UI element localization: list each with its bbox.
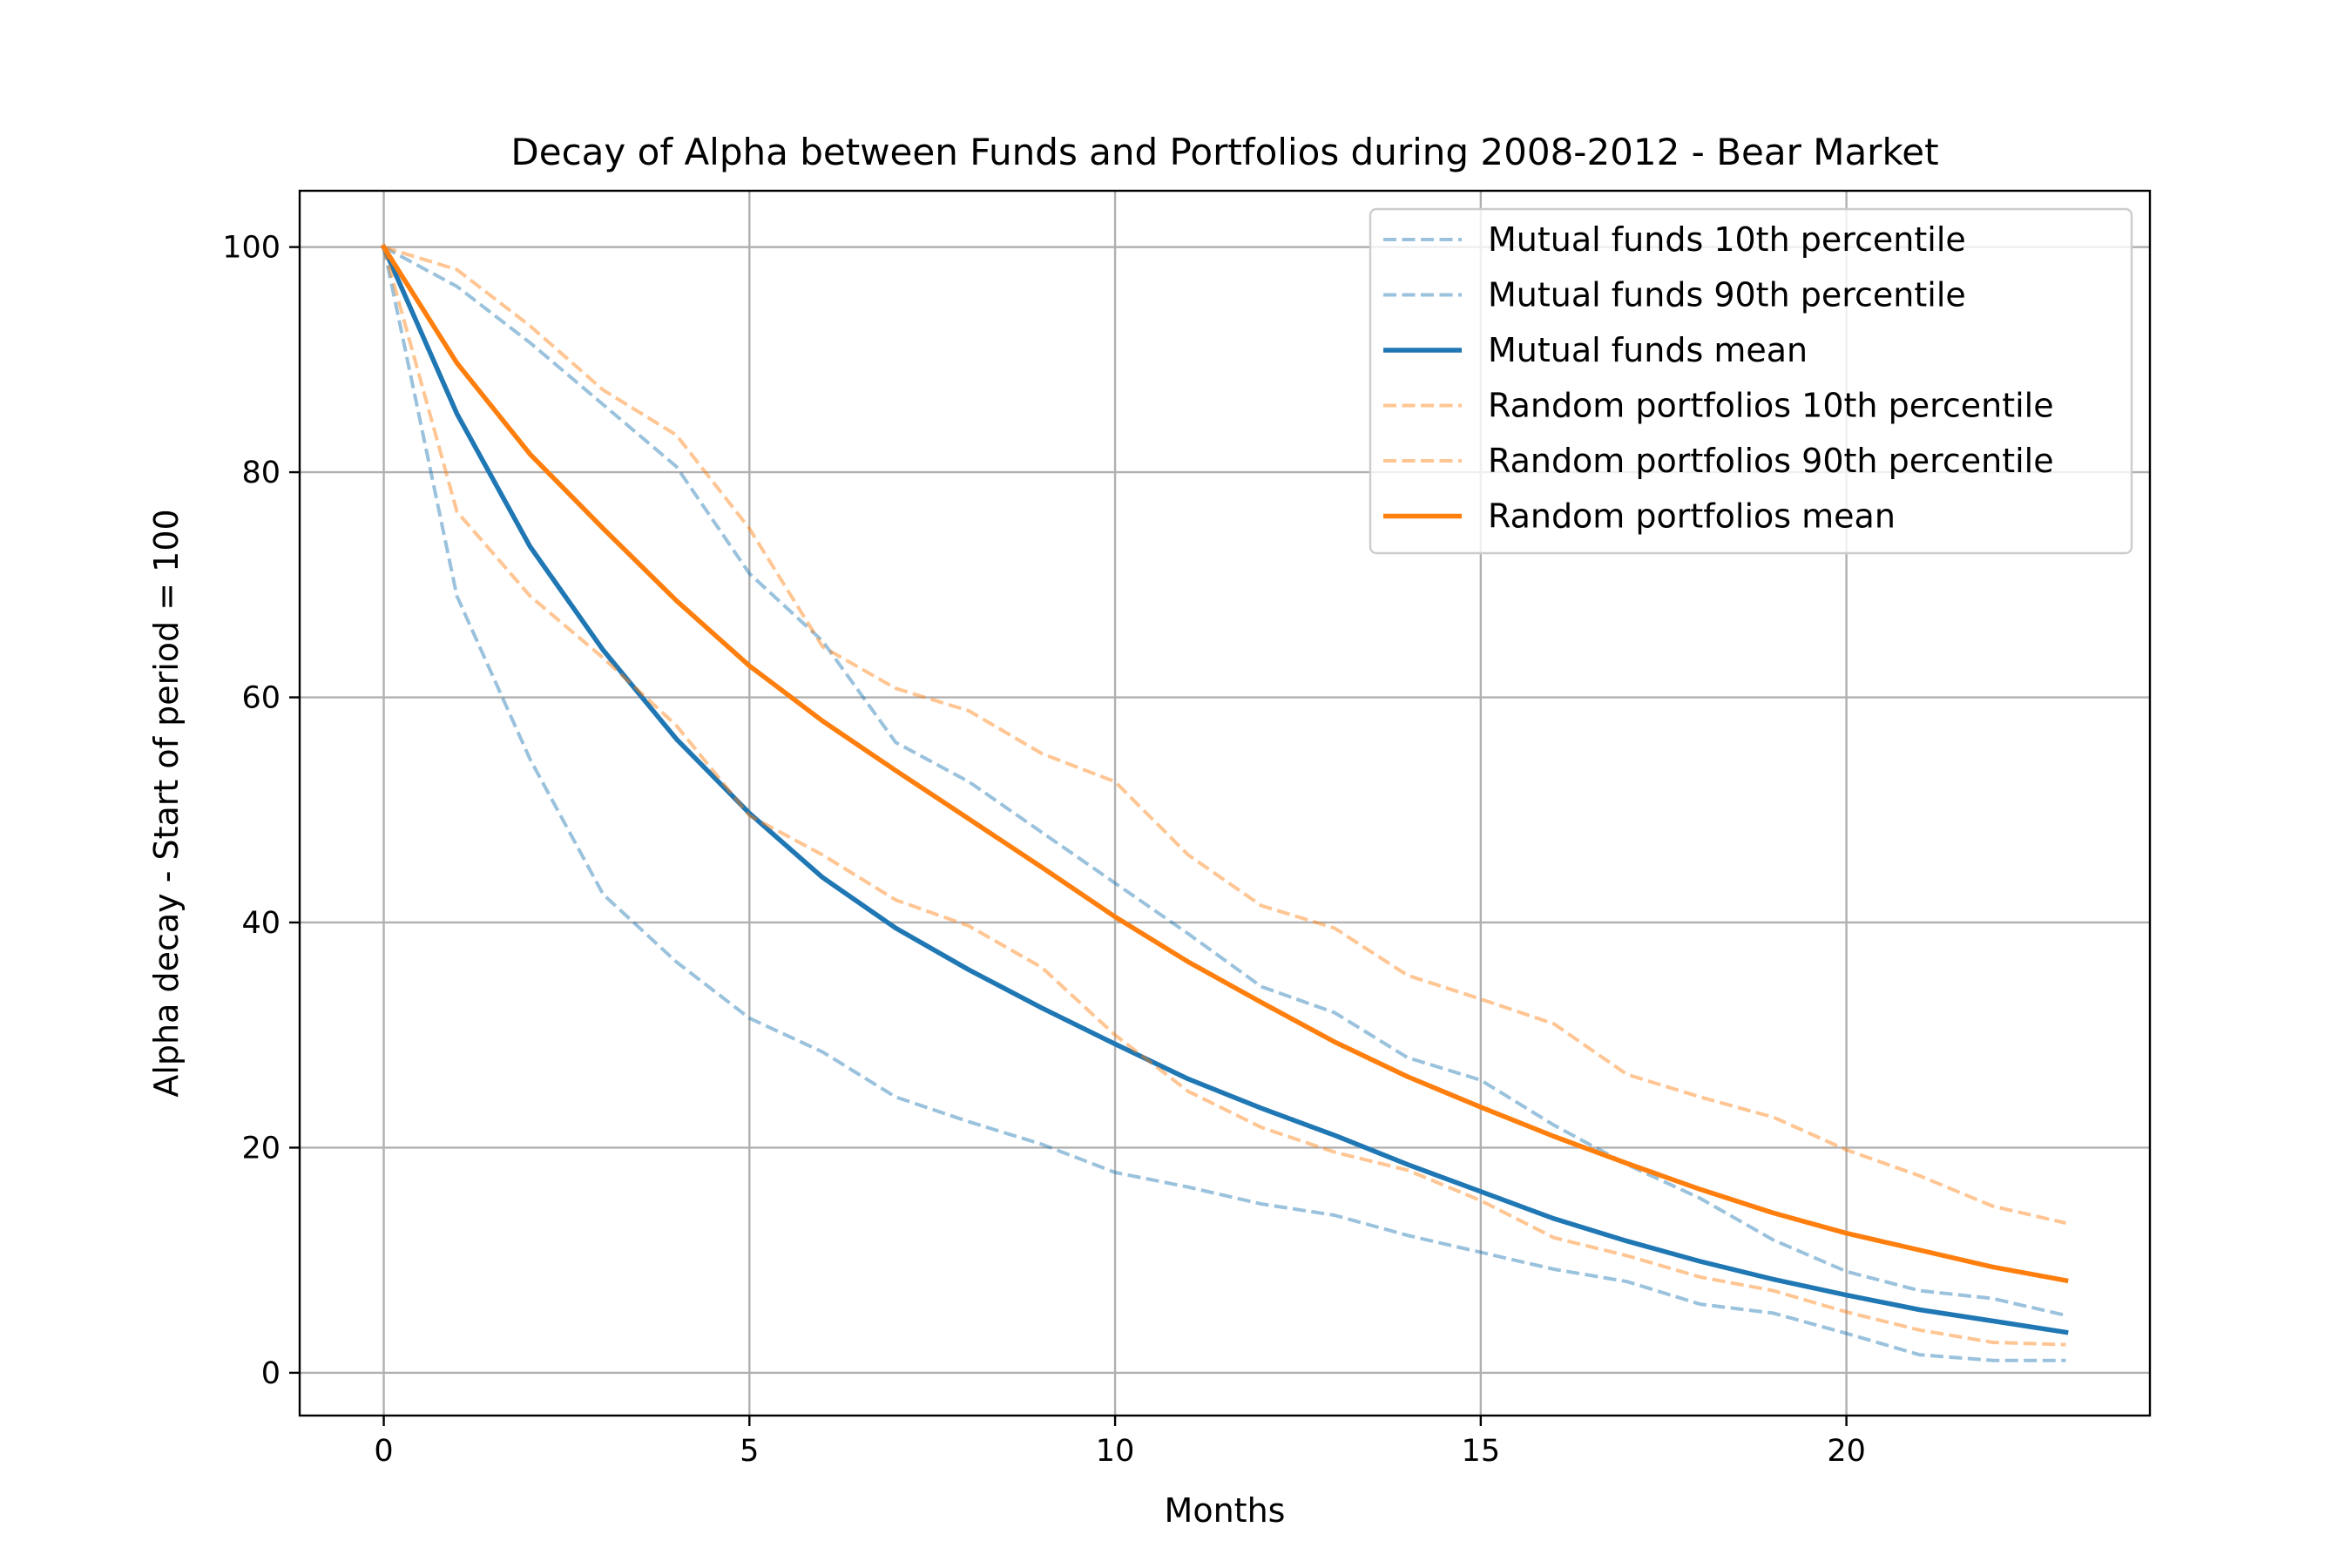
- y-tick-label: 80: [241, 456, 280, 490]
- y-tick-label: 0: [261, 1356, 280, 1391]
- series-line-random-portfolios-10th-percentile: [382, 247, 2066, 1347]
- x-tick-label: 10: [1096, 1434, 1135, 1469]
- legend: Mutual funds 10th percentile Mutual funds…: [1369, 207, 2133, 555]
- legend-box: [1369, 207, 2133, 555]
- x-axis-label: Months: [1165, 1491, 1286, 1530]
- series-line-mutual-funds-90th-percentile: [382, 245, 2066, 1317]
- legend-label: Mutual funds mean: [1488, 331, 1808, 369]
- series-line-random-portfolios-90th-percentile: [382, 245, 2066, 1225]
- x-tick-label: 5: [740, 1434, 759, 1469]
- legend-label: Mutual funds 90th percentile: [1488, 276, 1966, 314]
- legend-label: Random portfolios mean: [1488, 497, 1896, 536]
- series-line-mutual-funds-mean: [380, 243, 2069, 1335]
- x-tick-label: 0: [374, 1434, 393, 1469]
- legend-label: Mutual funds 10th percentile: [1488, 220, 1966, 259]
- y-axis-label: Alpha decay - Start of period = 100: [147, 509, 186, 1097]
- y-tick-label: 40: [241, 906, 280, 941]
- y-tick-label: 20: [241, 1131, 280, 1166]
- legend-label: Random portfolios 10th percentile: [1488, 387, 2054, 425]
- x-tick-label: 15: [1462, 1434, 1501, 1469]
- axes-frame: [298, 189, 2152, 1417]
- series-line-random-portfolios-mean: [380, 243, 2069, 1284]
- x-tick-label: 20: [1827, 1434, 1866, 1469]
- y-tick-label: 60: [241, 681, 280, 716]
- tick-layer: 0 5 10 15 20 0 20 40 60 80 100: [222, 231, 1866, 1469]
- legend-items: Mutual funds 10th percentile Mutual funds…: [1383, 220, 2054, 536]
- series-layer: [380, 243, 2069, 1362]
- y-tick-label: 100: [222, 231, 280, 266]
- legend-label: Random portfolios 90th percentile: [1488, 442, 2054, 480]
- chart-title: Decay of Alpha between Funds and Portfol…: [510, 131, 1938, 173]
- series-line-mutual-funds-10th-percentile: [382, 247, 2066, 1362]
